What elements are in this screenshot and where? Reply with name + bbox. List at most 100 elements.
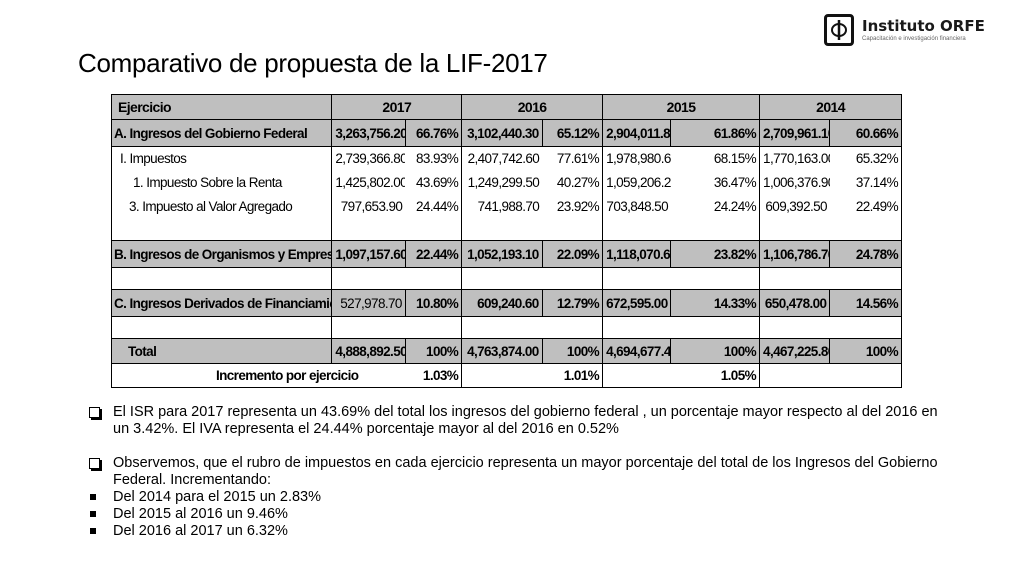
cell-pct-2014: 24.78% xyxy=(829,240,902,268)
header-year-2015: 2015 xyxy=(602,94,761,120)
checkbox-bullet-icon xyxy=(89,407,100,418)
cell-amount-2016: 609,240.60 xyxy=(461,289,543,317)
cell-pct-2016: 65.12% xyxy=(541,119,604,147)
cell-pct-2017: 24.44% xyxy=(405,194,463,219)
cell-amount-2016: 741,988.70 xyxy=(477,199,540,214)
cell-pct-2017: 83.93% xyxy=(405,146,463,171)
cell-pct-2014: 37.14% xyxy=(829,170,902,195)
square-bullet-icon xyxy=(90,511,96,517)
header-year-2017: 2017 xyxy=(331,94,463,120)
cell-pct-2015: 100% xyxy=(670,338,761,364)
header-year-2014: 2014 xyxy=(759,94,902,120)
cell-pct-2015: 68.15% xyxy=(670,146,761,171)
cell-amount-2017: 1,097,157.60 xyxy=(331,240,406,268)
cell-pct-2015: 61.86% xyxy=(670,119,761,147)
cell-pct-2014: 65.32% xyxy=(829,146,902,171)
cell-pct-2014: 14.56% xyxy=(829,289,902,317)
notes-section: El ISR para 2017 representa un 43.69% de… xyxy=(88,404,948,540)
square-bullet-icon xyxy=(90,528,96,534)
cell-amount-2014: 650,478.00 xyxy=(759,289,831,317)
table-row-total: Total 4,888,892.50 100% 4,763,874.00 100… xyxy=(110,338,902,364)
checkbox-bullet-icon xyxy=(89,458,100,469)
cell-amount-2016: 1,249,299.50 xyxy=(467,175,540,190)
table-spacer-row xyxy=(110,316,902,339)
cell-pct-2016: 40.27% xyxy=(542,170,604,195)
cell-amount-2015: 672,595.00 xyxy=(602,289,672,317)
slide-title: Comparativo de propuesta de la LIF-2017 xyxy=(78,48,548,78)
table-row-ingresos-gobierno: A. Ingresos del Gobierno Federal 3,263,7… xyxy=(110,119,902,147)
cell-amount-2014: 1,770,163.00 xyxy=(759,146,830,171)
row-label: I. Impuestos xyxy=(110,146,333,171)
increment-text: Del 2016 al 2017 un 6.32% xyxy=(113,523,288,539)
cell-pct-2015: 23.82% xyxy=(670,240,761,268)
cell-amount-2015: 703,848.50 xyxy=(606,199,668,214)
increment-text: Del 2015 al 2016 un 9.46% xyxy=(113,506,288,522)
cell-amount-2017: 797,653.90 xyxy=(340,199,403,214)
cell-pct-2014: 60.66% xyxy=(829,119,902,147)
cell-increment-2017: 1.03% xyxy=(405,363,463,388)
institute-logo: Instituto ORFE Capacitación e investigac… xyxy=(822,12,992,52)
orfe-logo-icon xyxy=(824,14,854,46)
note-text: El ISR para 2017 representa un 43.69% de… xyxy=(113,404,938,437)
square-bullet-icon xyxy=(90,494,96,500)
list-item: Del 2015 al 2016 un 9.46% xyxy=(88,506,948,523)
note-text: Observemos, que el rubro de impuestos en… xyxy=(113,455,938,488)
row-label: 3. Impuesto al Valor Agregado xyxy=(110,194,333,219)
cell-amount-2015: 1,978,980.60 xyxy=(602,146,671,171)
cell-amount-2015: 2,904,011.80 xyxy=(602,119,672,147)
cell-amount-2016: 1,052,193.10 xyxy=(461,240,543,268)
table-spacer-row xyxy=(110,267,902,290)
table-row-impuestos: I. Impuestos 2,739,366.80 83.93% 2,407,7… xyxy=(110,146,902,171)
cell-amount-2017: 4,888,892.50 xyxy=(331,338,406,364)
cell-amount-2015: 1,059,206.20 xyxy=(606,175,671,190)
cell-amount-2017: 1,425,802.00 xyxy=(335,175,406,190)
header-label: Ejercicio xyxy=(110,94,333,120)
list-item: Del 2016 al 2017 un 6.32% xyxy=(88,523,948,540)
cell-pct-2016: 12.79% xyxy=(541,289,604,317)
cell-amount-2017: 3,263,756.20 xyxy=(331,119,406,147)
cell-pct-2017: 66.76% xyxy=(404,119,463,147)
row-label: Total xyxy=(110,338,333,364)
cell-pct-2015: 14.33% xyxy=(670,289,761,317)
cell-amount-2014: 1,006,376.90 xyxy=(763,175,830,190)
cell-amount-2014: 609,392.50 xyxy=(765,199,827,214)
cell-pct-2014: 100% xyxy=(829,338,902,364)
cell-pct-2017: 43.69% xyxy=(405,170,463,195)
cell-pct-2017: 10.80% xyxy=(404,289,463,317)
row-label: C. Ingresos Derivados de Financiamiento xyxy=(110,289,333,317)
logo-name: Instituto ORFE xyxy=(862,17,985,35)
row-label: Incremento por ejercicio xyxy=(111,363,406,388)
cell-pct-2016: 22.09% xyxy=(541,240,604,268)
list-item: Del 2014 para el 2015 un 2.83% xyxy=(88,489,948,506)
note-item: El ISR para 2017 representa un 43.69% de… xyxy=(88,404,948,438)
row-label: 1. Impuesto Sobre la Renta xyxy=(110,170,333,195)
cell-amount-2017: 2,739,366.80 xyxy=(331,146,406,171)
increments-list: Del 2014 para el 2015 un 2.83% Del 2015 … xyxy=(88,489,948,540)
table-row-financiamiento: C. Ingresos Derivados de Financiamiento … xyxy=(110,289,902,317)
cell-pct-2016: 23.92% xyxy=(542,194,604,219)
header-year-2016: 2016 xyxy=(461,94,604,120)
cell-amount-2017: 527,978.70 xyxy=(331,289,406,317)
row-label: B. Ingresos de Organismos y Empresas xyxy=(110,240,333,268)
cell-amount-2016: 4,763,874.00 xyxy=(461,338,543,364)
increment-text: Del 2014 para el 2015 un 2.83% xyxy=(113,489,321,505)
row-label: A. Ingresos del Gobierno Federal xyxy=(110,119,333,147)
logo-subtitle: Capacitación e investigación financiera xyxy=(862,36,966,42)
cell-pct-2015: 24.24% xyxy=(670,194,761,219)
cell-pct-2015: 36.47% xyxy=(670,170,761,195)
cell-amount-2015: 4,694,677.40 xyxy=(602,338,672,364)
cell-increment-2015: 1.05% xyxy=(670,363,761,388)
cell-amount-2016: 2,407,742.60 xyxy=(461,146,543,171)
cell-increment-2016: 1.01% xyxy=(542,363,604,388)
cell-pct-2017: 100% xyxy=(404,338,463,364)
cell-pct-2017: 22.44% xyxy=(404,240,463,268)
lif-comparison-table: Ejercicio 2017 2016 2015 2014 A. Ingreso… xyxy=(110,94,902,388)
cell-pct-2014: 22.49% xyxy=(829,194,902,219)
table-row-organismos: B. Ingresos de Organismos y Empresas 1,0… xyxy=(110,240,902,268)
table-row-incremento: Incremento por ejercicio 1.03% 1.01% 1.0… xyxy=(111,363,902,388)
cell-pct-2016: 100% xyxy=(541,338,604,364)
table-header-row: Ejercicio 2017 2016 2015 2014 xyxy=(110,94,902,120)
cell-amount-2014: 1,106,786.70 xyxy=(759,240,831,268)
cell-amount-2014: 4,467,225.80 xyxy=(759,338,831,364)
cell-amount-2014: 2,709,961.10 xyxy=(759,119,831,147)
